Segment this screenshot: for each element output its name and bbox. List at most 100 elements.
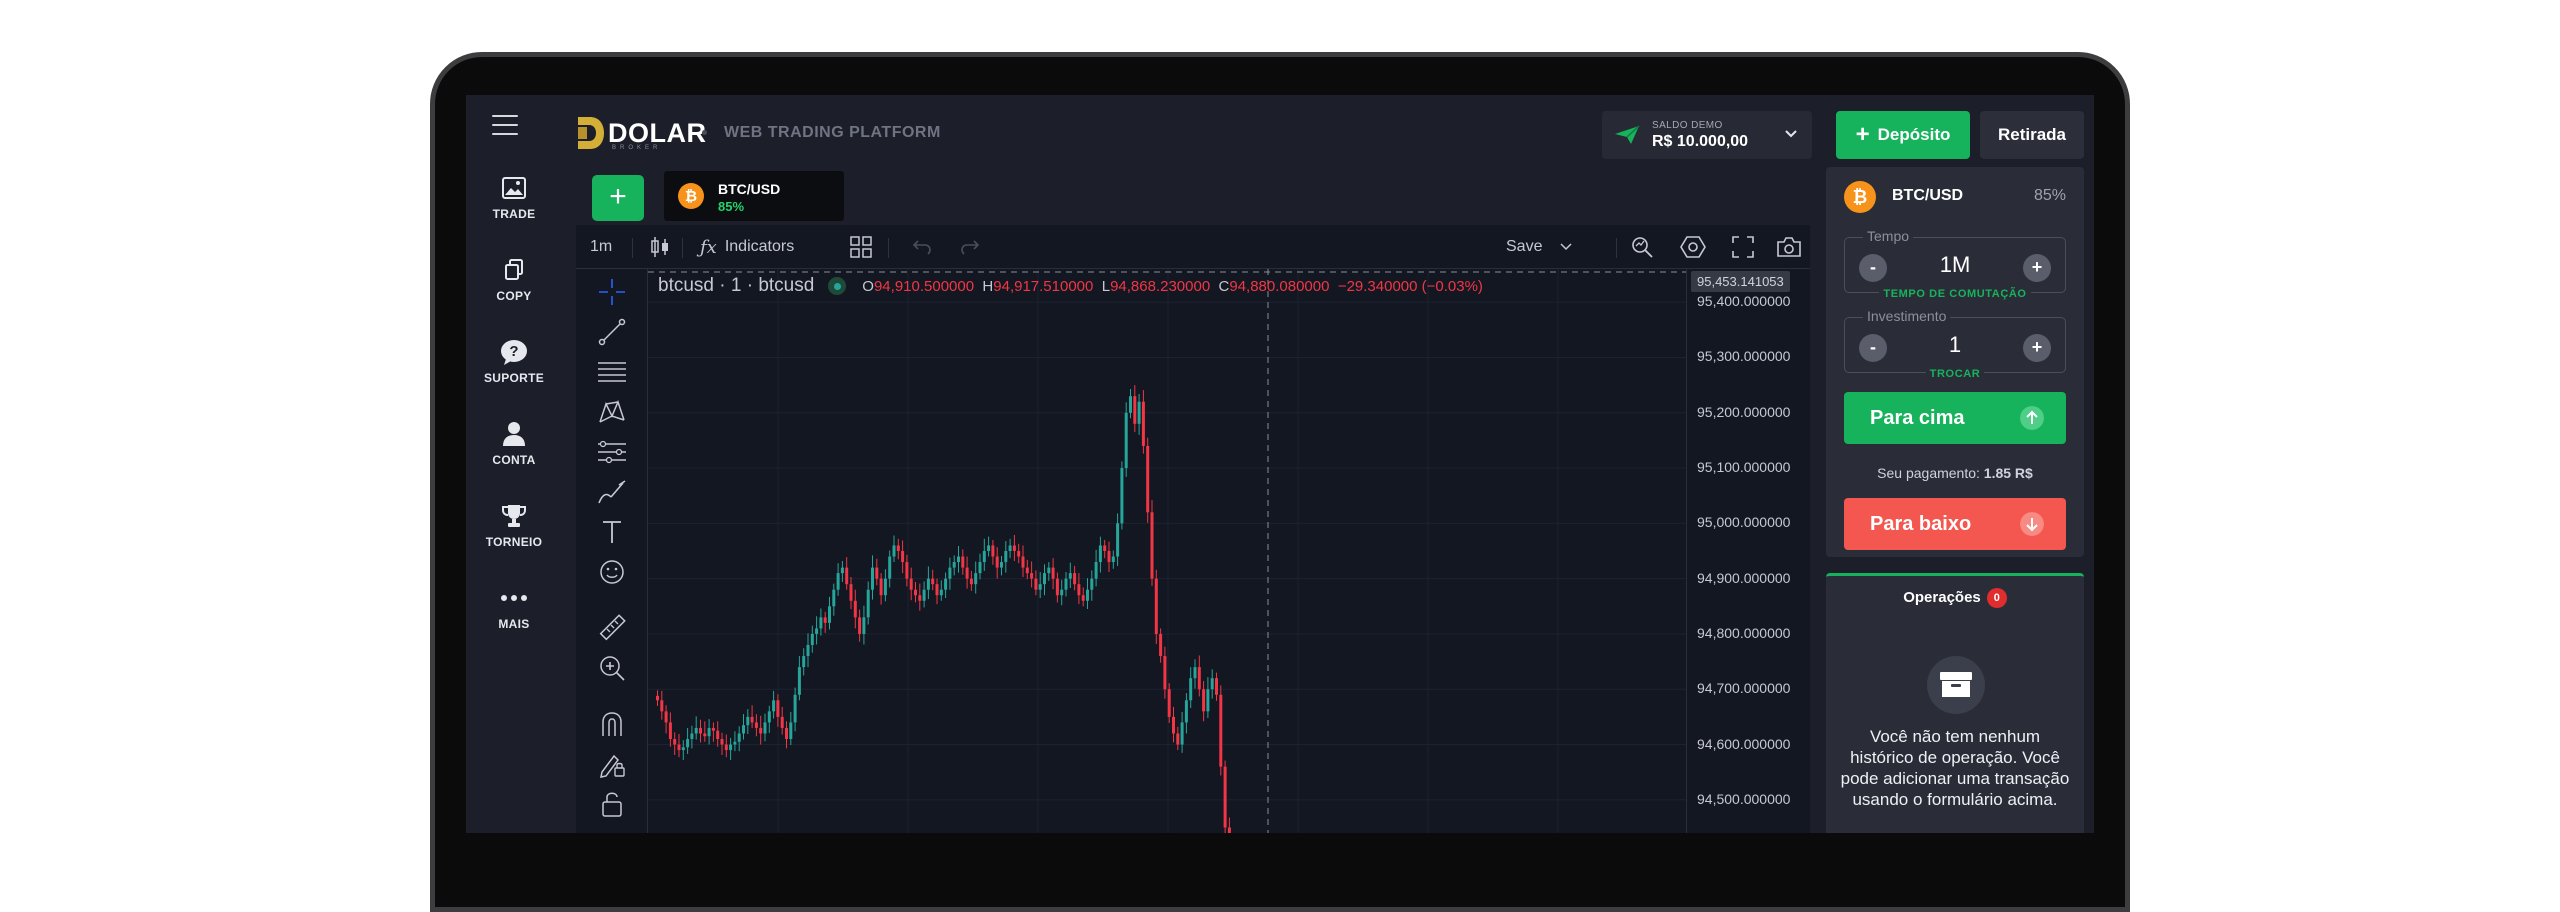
platform-tagline: WEB TRADING PLATFORM (724, 124, 941, 141)
quick-search-icon[interactable] (1630, 225, 1654, 269)
candle (1150, 512, 1154, 579)
undo-icon[interactable] (912, 225, 932, 269)
low-key: L (1101, 277, 1111, 295)
candle (694, 727, 698, 734)
add-asset-button[interactable]: + (592, 175, 644, 221)
call-button[interactable]: Para cima (1844, 392, 2066, 444)
nav-item-trade[interactable]: TRADE (466, 173, 562, 221)
candle (1184, 700, 1188, 723)
svg-text:?: ? (509, 343, 518, 360)
candle (926, 578, 930, 590)
indicators-button[interactable]: ƒx Indicators (700, 225, 794, 269)
candle (1219, 694, 1223, 767)
magnet-icon[interactable] (596, 709, 628, 739)
operations-panel: Operações 0 Você não tem nenhum histórico… (1826, 573, 2084, 833)
candle (1111, 556, 1115, 563)
layouts-icon[interactable] (850, 225, 872, 269)
settings-icon[interactable] (1680, 225, 1706, 269)
camera-icon[interactable] (1776, 225, 1802, 269)
logo-subtext: BROKER (612, 145, 662, 151)
pattern-icon[interactable] (596, 397, 628, 427)
investment-value[interactable]: 1 (1948, 332, 1962, 357)
candle (711, 727, 715, 731)
candle (922, 589, 926, 601)
time-minus-button[interactable]: - (1859, 254, 1887, 282)
candle (673, 739, 677, 745)
time-plus-button[interactable]: + (2023, 254, 2051, 282)
nav-item-conta[interactable]: CONTA (466, 419, 562, 467)
indicators-label: Indicators (724, 238, 795, 255)
plus-icon: + (1855, 121, 1870, 148)
logo-d-icon (578, 117, 604, 149)
function-icon: ƒx (700, 236, 717, 258)
nav-item-torneio[interactable]: TORNEIO (466, 501, 562, 549)
candle (939, 589, 943, 596)
toolbar-divider (1616, 238, 1617, 258)
candle (1060, 589, 1064, 596)
fib-retracement-icon[interactable] (596, 357, 628, 387)
candle (987, 545, 991, 551)
save-button[interactable]: Save (1506, 225, 1572, 269)
asset-tab-btcusd[interactable]: ₿ BTC/USD 85% (664, 171, 844, 221)
candle (733, 741, 737, 745)
brand-logo[interactable]: DOLAR BROKER (576, 113, 707, 153)
high-key: H (982, 277, 994, 295)
deposit-button[interactable]: + Depósito (1836, 111, 1970, 159)
price-axis[interactable]: 95,453.141053 95,400.000000 95,300.000000… (1686, 269, 1810, 833)
app-screen: TRADE COPY ? SUPORTE CONTA TORNEIO (466, 95, 2094, 833)
candle (1038, 584, 1042, 590)
candle (686, 739, 690, 748)
candle (879, 578, 883, 596)
candle (703, 733, 707, 737)
top-header: DOLAR BROKER WEB TRADING PLATFORM SALDO … (562, 95, 2094, 165)
candle (871, 567, 874, 590)
time-field: Tempo - 1M + TEMPO DE COMUTAÇÃO (1844, 228, 2066, 300)
payout-value: 1.85 R$ (1983, 465, 2033, 481)
brush-icon[interactable] (596, 477, 628, 507)
candle (1189, 678, 1193, 701)
withdraw-button[interactable]: Retirada (1980, 111, 2084, 159)
balance-selector[interactable]: SALDO DEMO R$ 10.000,00 (1602, 111, 1812, 159)
nav-item-mais[interactable]: MAIS (466, 583, 562, 631)
lock-drawings-icon[interactable] (596, 749, 628, 779)
emoji-icon[interactable] (596, 557, 628, 587)
investment-field: Investimento - 1 + TROCAR (1844, 308, 2066, 380)
price-plot[interactable]: btcusd · 1 · btcusd O94,910.500000 H94,9… (648, 269, 1686, 833)
time-value[interactable]: 1M (1939, 252, 1971, 277)
candle (656, 695, 659, 701)
nav-item-copy[interactable]: COPY (466, 255, 562, 303)
put-button[interactable]: Para baixo (1844, 498, 2066, 550)
zoom-in-icon[interactable] (596, 653, 628, 683)
menu-icon[interactable] (492, 115, 518, 135)
candle (789, 722, 793, 739)
forecast-icon[interactable] (596, 437, 628, 467)
candle (1180, 722, 1184, 745)
candle (750, 716, 754, 723)
trend-line-icon[interactable] (596, 317, 628, 347)
candle (1077, 584, 1081, 596)
nav-item-suporte[interactable]: ? SUPORTE (466, 337, 562, 385)
candle (896, 545, 900, 551)
investment-plus-button[interactable]: + (2023, 334, 2051, 362)
chart-toolbar: 1m ƒx Indicators Save (576, 225, 1810, 269)
fullscreen-icon[interactable] (1732, 225, 1754, 269)
unlock-icon[interactable] (596, 789, 628, 819)
operations-header[interactable]: Operações 0 (1826, 588, 2084, 608)
crosshair-icon[interactable] (596, 277, 628, 307)
candle (780, 716, 784, 728)
ruler-icon[interactable] (596, 613, 628, 643)
text-icon[interactable] (596, 517, 628, 547)
more-icon (466, 583, 562, 613)
user-icon (466, 419, 562, 449)
candle (1094, 562, 1098, 579)
candles-icon[interactable] (650, 225, 670, 269)
candle (909, 578, 913, 590)
interval-button[interactable]: 1m (590, 238, 613, 255)
candle (664, 711, 668, 723)
investment-minus-button[interactable]: - (1859, 334, 1887, 362)
redo-icon[interactable] (960, 225, 980, 269)
logo-text: DOLAR (608, 117, 707, 148)
investment-label: Investimento (1863, 308, 1951, 324)
candle (840, 567, 844, 574)
candle (1159, 633, 1163, 657)
